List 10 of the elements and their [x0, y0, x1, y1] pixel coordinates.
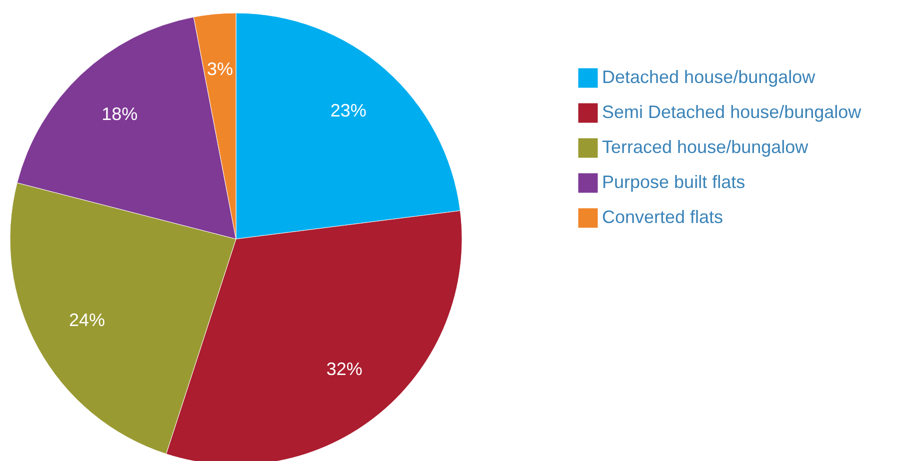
- legend-label: Converted flats: [602, 207, 724, 227]
- data-label: 18%: [102, 104, 138, 124]
- legend-label: Detached house/bungalow: [602, 67, 816, 87]
- data-label: 3%: [206, 58, 234, 79]
- data-label: 32%: [326, 358, 362, 379]
- data-label: 24%: [69, 310, 106, 330]
- legend-label: Terraced house/bungalow: [602, 137, 810, 157]
- data-label: 23%: [330, 100, 366, 120]
- legend-label: Semi Detached house/bungalow: [602, 102, 862, 122]
- legend-label: Purpose built flats: [602, 172, 746, 192]
